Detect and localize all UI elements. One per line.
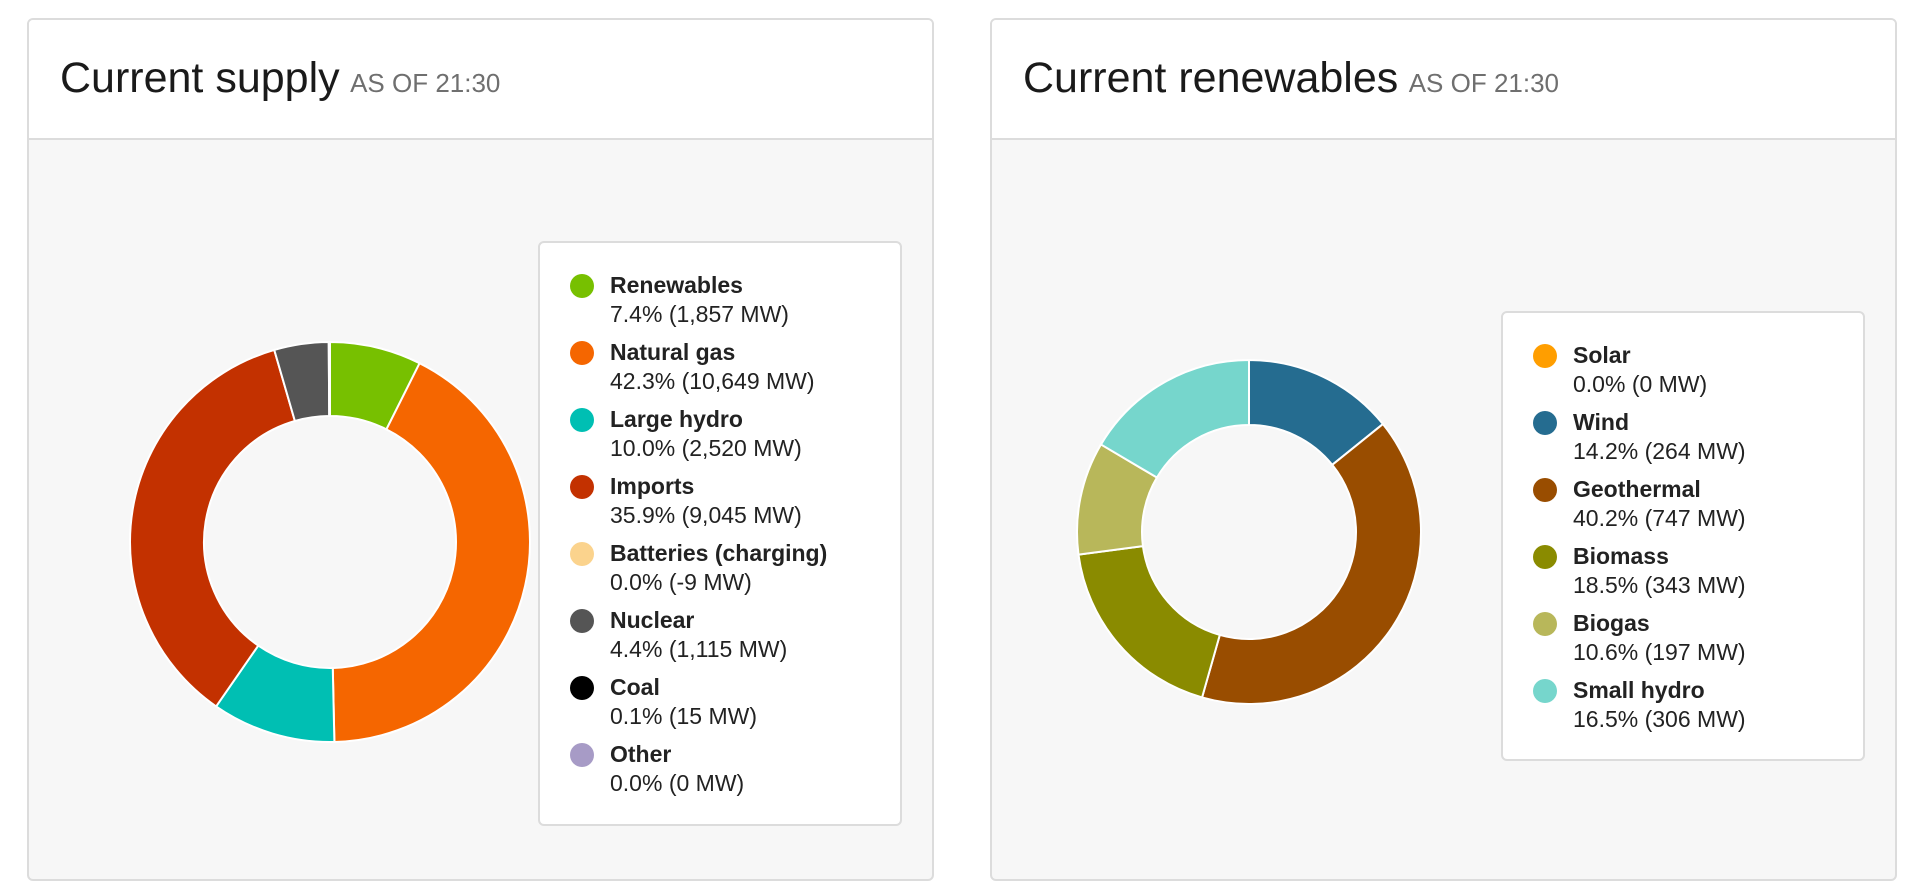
legend-label: Imports — [610, 473, 695, 499]
legend-value: 35.9% (9,045 MW) — [610, 502, 802, 528]
legend-value: 4.4% (1,115 MW) — [610, 636, 788, 662]
legend-swatch-icon — [1533, 344, 1557, 368]
legend-item-geothermal[interactable]: Geothermal 40.2% (747 MW) — [1533, 475, 1863, 542]
legend-value: 18.5% (343 MW) — [1573, 572, 1746, 598]
legend-value: 0.0% (0 MW) — [1573, 371, 1708, 397]
legend-label: Nuclear — [610, 607, 695, 633]
renewables-panel-body: Solar 0.0% (0 MW) Wind 14.2% (264 MW) Geothe… — [992, 142, 1895, 879]
legend-value: 10.0% (2,520 MW) — [610, 435, 802, 461]
legend-label: Coal — [610, 674, 660, 700]
legend-item-large-hydro[interactable]: Large hydro 10.0% (2,520 MW) — [570, 405, 900, 472]
legend-swatch-icon — [1533, 612, 1557, 636]
legend-item-batteries-charging[interactable]: Batteries (charging) 0.0% (-9 MW) — [570, 539, 900, 606]
legend-item-renewables[interactable]: Renewables 7.4% (1,857 MW) — [570, 271, 900, 338]
legend-swatch-icon — [1533, 411, 1557, 435]
legend-value: 0.0% (-9 MW) — [610, 569, 752, 595]
legend-label: Biogas — [1573, 610, 1650, 636]
legend-label: Large hydro — [610, 406, 743, 432]
legend-swatch-icon — [1533, 478, 1557, 502]
legend-item-imports[interactable]: Imports 35.9% (9,045 MW) — [570, 472, 900, 539]
legend-swatch-icon — [570, 408, 594, 432]
slice-coal[interactable] — [327, 340, 331, 418]
legend-value: 0.0% (0 MW) — [610, 770, 745, 796]
legend-label: Renewables — [610, 272, 743, 298]
legend-swatch-icon — [570, 743, 594, 767]
renewables-panel-title: Current renewables AS OF 21:30 — [1023, 54, 1559, 103]
legend-item-biogas[interactable]: Biogas 10.6% (197 MW) — [1533, 609, 1863, 676]
legend-value: 10.6% (197 MW) — [1573, 639, 1746, 665]
legend-value: 14.2% (264 MW) — [1573, 438, 1746, 464]
legend-value: 42.3% (10,649 MW) — [610, 368, 815, 394]
renewables-legend: Solar 0.0% (0 MW) Wind 14.2% (264 MW) Geothe… — [1501, 311, 1865, 761]
legend-label: Biomass — [1573, 543, 1669, 569]
legend-swatch-icon — [570, 475, 594, 499]
supply-panel-body: Renewables 7.4% (1,857 MW) Natural gas 42.3… — [29, 142, 932, 879]
legend-swatch-icon — [1533, 679, 1557, 703]
legend-value: 40.2% (747 MW) — [1573, 505, 1746, 531]
legend-label: Solar — [1573, 342, 1631, 368]
legend-value: 16.5% (306 MW) — [1573, 706, 1746, 732]
supply-title: Current supply — [60, 54, 340, 102]
renewables-panel-header: Current renewables AS OF 21:30 — [992, 20, 1895, 140]
supply-panel: Current supply AS OF 21:30 Renewables 7.4… — [27, 18, 934, 881]
supply-timestamp: AS OF 21:30 — [350, 68, 501, 98]
supply-legend: Renewables 7.4% (1,857 MW) Natural gas 42.3… — [538, 241, 902, 826]
legend-label: Batteries (charging) — [610, 540, 828, 566]
legend-label: Small hydro — [1573, 677, 1705, 703]
legend-swatch-icon — [570, 274, 594, 298]
legend-item-wind[interactable]: Wind 14.2% (264 MW) — [1533, 408, 1863, 475]
legend-label: Geothermal — [1573, 476, 1701, 502]
legend-item-small-hydro[interactable]: Small hydro 16.5% (306 MW) — [1533, 676, 1863, 743]
slice-natural-gas[interactable] — [331, 361, 531, 743]
supply-panel-title: Current supply AS OF 21:30 — [60, 54, 500, 103]
slice-imports[interactable] — [129, 348, 297, 708]
slice-biomass[interactable] — [1077, 544, 1222, 699]
legend-label: Natural gas — [610, 339, 736, 365]
legend-label: Other — [610, 741, 672, 767]
legend-label: Wind — [1573, 409, 1629, 435]
renewables-panel: Current renewables AS OF 21:30 Solar 0.0%… — [990, 18, 1897, 881]
legend-swatch-icon — [570, 609, 594, 633]
renewables-title: Current renewables — [1023, 54, 1399, 102]
slice-small-hydro[interactable] — [1099, 358, 1250, 479]
legend-swatch-icon — [1533, 545, 1557, 569]
legend-swatch-icon — [570, 676, 594, 700]
legend-item-solar[interactable]: Solar 0.0% (0 MW) — [1533, 341, 1863, 408]
slice-geothermal[interactable] — [1200, 422, 1422, 705]
renewables-timestamp: AS OF 21:30 — [1408, 68, 1560, 98]
legend-item-natural-gas[interactable]: Natural gas 42.3% (10,649 MW) — [570, 338, 900, 405]
legend-value: 0.1% (15 MW) — [610, 703, 757, 729]
supply-donut-chart — [129, 340, 531, 743]
legend-value: 7.4% (1,857 MW) — [610, 301, 789, 327]
legend-item-biomass[interactable]: Biomass 18.5% (343 MW) — [1533, 542, 1863, 609]
legend-item-nuclear[interactable]: Nuclear 4.4% (1,115 MW) — [570, 606, 900, 673]
legend-swatch-icon — [570, 341, 594, 365]
legend-swatch-icon — [570, 542, 594, 566]
renewables-donut-chart — [1076, 358, 1422, 705]
supply-panel-header: Current supply AS OF 21:30 — [29, 20, 932, 140]
legend-item-other[interactable]: Other 0.0% (0 MW) — [570, 740, 900, 807]
legend-item-coal[interactable]: Coal 0.1% (15 MW) — [570, 673, 900, 740]
